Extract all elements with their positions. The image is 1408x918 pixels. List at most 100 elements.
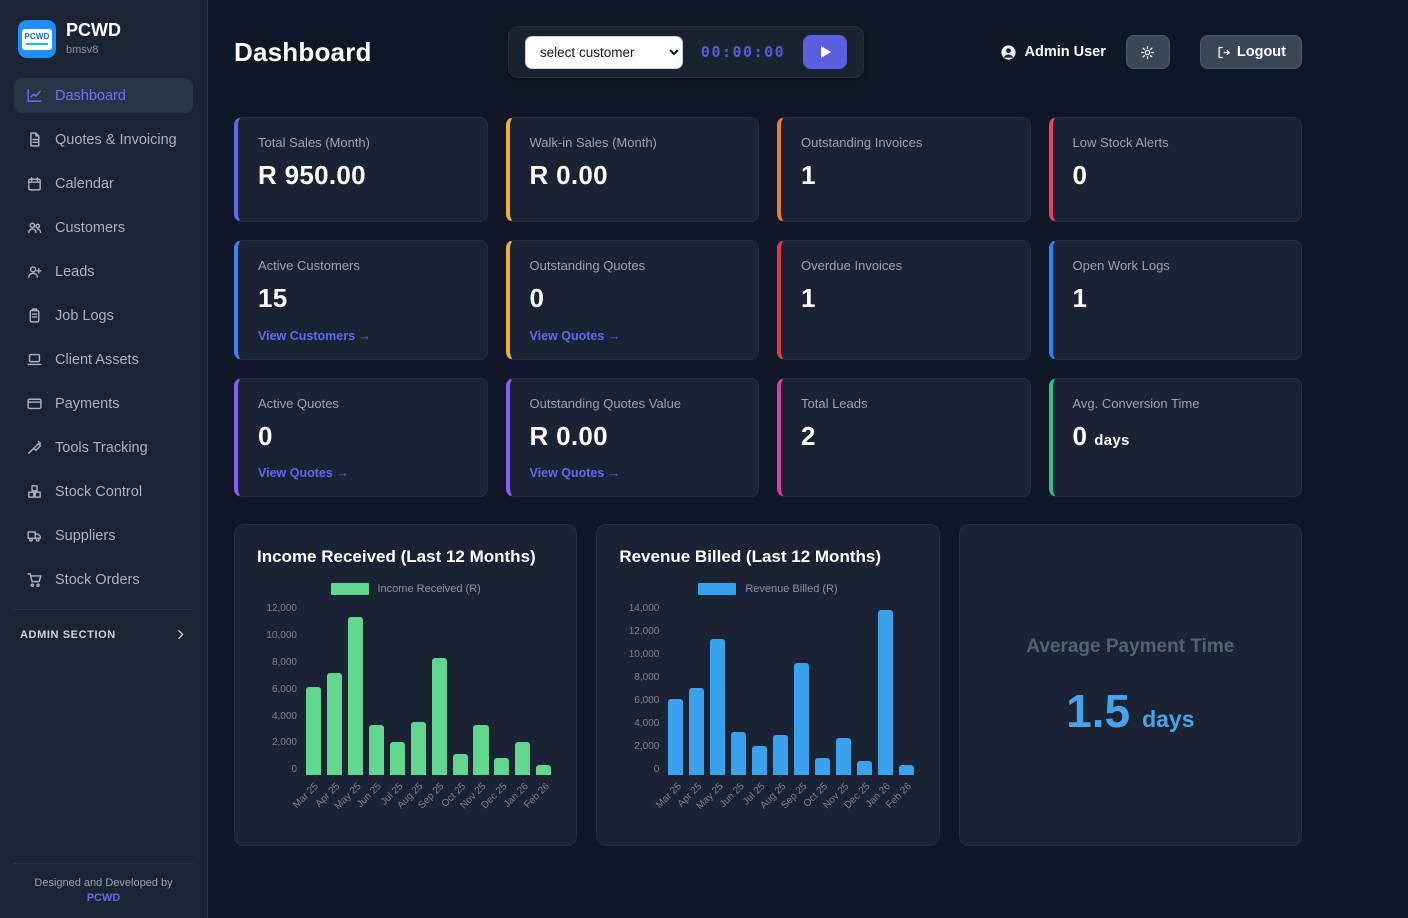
y-axis-tick: 4,000 (634, 718, 660, 730)
sidebar-item-tools-tracking[interactable]: Tools Tracking (14, 430, 193, 465)
chart-legend: Revenue Billed (R) (619, 583, 916, 596)
chart-bar (452, 754, 468, 776)
y-axis-tick: 0 (653, 764, 660, 776)
chart-body: 14,000 12,000 10,000 8,000 6,000 4,000 2,000 0 … (619, 603, 916, 827)
y-axis-tick: 12,000 (628, 626, 660, 638)
chart-bar (856, 761, 872, 776)
stat-label: Outstanding Quotes (529, 258, 646, 273)
clipboard-icon (29, 308, 40, 323)
pcwd-logo-text: PCWD (24, 32, 50, 41)
logout-button[interactable]: Logout (1199, 35, 1302, 69)
bar-cell (303, 603, 324, 776)
user-chip: Admin User (1000, 44, 1106, 61)
stat-value: 0 (529, 283, 545, 313)
y-axis-tick: 12,000 (266, 603, 297, 615)
footer-pcwd-link[interactable]: PCWD (86, 892, 121, 904)
sidebar-item-job-logs[interactable]: Job Logs (14, 298, 193, 333)
users-icon (28, 222, 42, 234)
stat-label: Total Leads (801, 395, 868, 411)
start-timer-button[interactable] (803, 35, 848, 69)
logout-label: Logout (1236, 44, 1286, 60)
calendar-icon (28, 177, 41, 191)
chart-bar (473, 725, 489, 776)
sidebar-item-stock-orders[interactable]: Stock Orders (14, 562, 193, 597)
y-axis-tick: 8,000 (271, 656, 297, 668)
sidebar-item-suppliers[interactable]: Suppliers (14, 518, 193, 553)
chart-bar (347, 616, 363, 776)
payment-value-row: 1.5 days (1066, 688, 1194, 734)
chart-bar (431, 658, 447, 776)
timer-panel: select customer 00:00:00 (507, 26, 865, 78)
payment-value: 1.5 (1066, 685, 1131, 738)
pcwd-logo: PCWD (18, 20, 56, 58)
stat-value: 0 days (1072, 420, 1282, 451)
stat-value: 0 (258, 420, 273, 451)
view-quotes-link[interactable]: View Quotes → (258, 466, 349, 481)
gear-icon (1141, 45, 1155, 59)
stat-value: 1 (801, 160, 816, 190)
y-axis-tick: 2,000 (634, 741, 660, 753)
stats-grid: Total Sales (Month) R 950.00 Walk-in Sal… (234, 117, 1302, 498)
chart-line-icon (27, 89, 42, 102)
stat-value: 1 (1072, 283, 1088, 313)
view-quotes-link[interactable]: View Quotes → (529, 328, 621, 343)
customer-select[interactable]: select customer (524, 35, 683, 69)
sidebar: PCWD PCWD bmsv8 Dashboard Quotes & Invoi… (0, 0, 208, 918)
bar-cell (324, 603, 345, 776)
sidebar-spacer (14, 651, 193, 863)
chart-bar (305, 687, 321, 776)
stat-label: Outstanding Invoices (801, 135, 923, 150)
y-axis-tick: 10,000 (628, 649, 660, 661)
play-icon (821, 46, 832, 58)
chart-bar (494, 758, 510, 776)
sidebar-item-stock-control[interactable]: Stock Control (14, 474, 193, 509)
chart-legend: Income Received (R) (257, 583, 554, 596)
chart-bar (515, 742, 531, 776)
view-quotes-link[interactable]: View Quotes → (529, 466, 621, 481)
cart-icon (27, 573, 42, 588)
sidebar-item-customers[interactable]: Customers (14, 210, 193, 245)
sidebar-item-leads[interactable]: Leads (14, 254, 193, 289)
bottom-grid: Income Received (Last 12 Months) Income … (234, 524, 1302, 847)
timer-display: 00:00:00 (700, 43, 786, 61)
settings-button[interactable] (1125, 35, 1170, 69)
bar-cell (491, 603, 512, 776)
bar-cell (471, 603, 492, 776)
view-customers-link[interactable]: View Customers → (258, 328, 372, 343)
chart-bar (710, 638, 726, 776)
stat-card-open-work-logs: Open Work Logs 1 (1048, 240, 1302, 360)
sidebar-item-quotes-invoicing[interactable]: Quotes & Invoicing (14, 122, 193, 157)
y-axis: 14,000 12,000 10,000 8,000 6,000 4,000 2,000 0 (619, 603, 660, 776)
stat-value: R 950.00 (258, 160, 366, 190)
stat-label: Total Sales (Month) (258, 135, 370, 150)
bar-cell (686, 603, 707, 776)
plot-area: Mar 25 Apr 25 May 25 Jun 25 Jul 25 Aug 25 Sep … (291, 603, 554, 827)
y-axis: 12,000 10,000 8,000 6,000 4,000 2,000 0 (257, 603, 297, 775)
y-axis-tick: 6,000 (634, 695, 660, 707)
stat-label: Low Stock Alerts (1072, 135, 1169, 150)
brand-name: PCWD (66, 20, 121, 40)
stat-value: 2 (801, 420, 816, 451)
boxes-icon (28, 485, 41, 498)
user-circle-icon (1001, 44, 1017, 60)
pcwd-logo-underline (26, 43, 48, 45)
sidebar-item-label: Suppliers (55, 527, 116, 544)
sidebar-item-dashboard[interactable]: Dashboard (14, 78, 193, 113)
admin-section-toggle[interactable]: ADMIN SECTION (14, 609, 193, 651)
chart-bar (752, 745, 768, 776)
sidebar-item-calendar[interactable]: Calendar (14, 166, 193, 201)
sidebar-item-payments[interactable]: Payments (14, 386, 193, 421)
x-axis-label: Feb 26 (521, 781, 552, 811)
credit-card-icon (27, 398, 42, 410)
bar-cell (429, 603, 450, 776)
stat-value-number: 0 (1072, 420, 1088, 451)
sidebar-item-label: Job Logs (55, 307, 114, 324)
bar-cell (791, 603, 812, 776)
chart-bar (731, 732, 747, 776)
stat-value: R 0.00 (529, 160, 608, 190)
stat-label: Avg. Conversion Time (1072, 395, 1200, 411)
bar-cell (408, 603, 429, 776)
sidebar-item-client-assets[interactable]: Client Assets (14, 342, 193, 377)
y-axis-tick: 10,000 (266, 630, 297, 642)
stat-card-outstanding-invoices: Outstanding Invoices 1 (777, 117, 1031, 222)
